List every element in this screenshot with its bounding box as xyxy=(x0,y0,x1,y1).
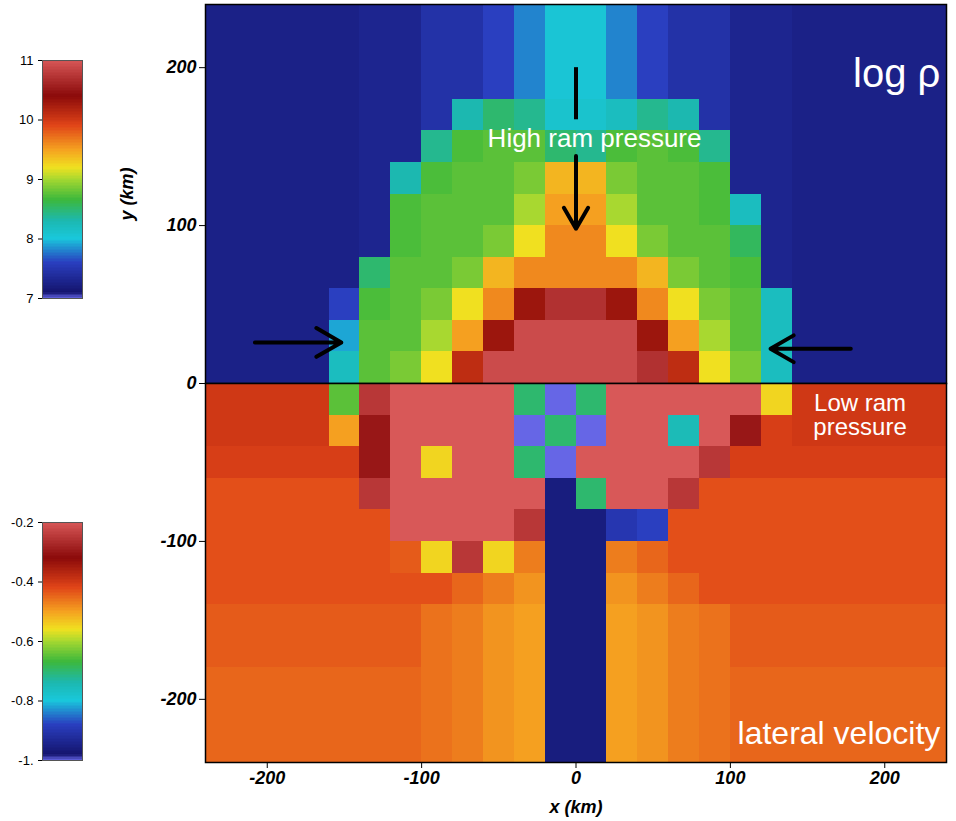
svg-text:-200: -200 xyxy=(160,689,196,709)
svg-text:10: 10 xyxy=(19,112,33,127)
svg-text:0: 0 xyxy=(571,768,581,788)
svg-text:-0.6: -0.6 xyxy=(11,634,33,649)
svg-text:-1.: -1. xyxy=(18,753,33,768)
svg-text:200: 200 xyxy=(869,768,900,788)
svg-text:11: 11 xyxy=(20,53,34,68)
svg-text:-0.4: -0.4 xyxy=(11,574,33,589)
svg-text:-100: -100 xyxy=(404,768,440,788)
svg-text:9: 9 xyxy=(26,172,33,187)
svg-text:Low rampressure: Low rampressure xyxy=(813,389,906,440)
svg-text:100: 100 xyxy=(166,215,196,235)
svg-text:200: 200 xyxy=(165,57,196,77)
svg-text:y (km): y (km) xyxy=(117,167,137,221)
svg-text:log ρ: log ρ xyxy=(853,51,940,95)
svg-text:0: 0 xyxy=(186,373,196,393)
svg-text:lateral velocity: lateral velocity xyxy=(738,715,941,751)
svg-text:-200: -200 xyxy=(249,768,285,788)
svg-text:High ram pressure: High ram pressure xyxy=(488,123,702,153)
svg-text:-0.2: -0.2 xyxy=(11,515,33,530)
svg-text:x (km): x (km) xyxy=(548,797,602,817)
svg-text:8: 8 xyxy=(26,231,33,246)
svg-text:7: 7 xyxy=(26,291,33,306)
svg-text:-100: -100 xyxy=(160,531,196,551)
svg-text:-0.8: -0.8 xyxy=(11,693,33,708)
svg-text:100: 100 xyxy=(715,768,745,788)
